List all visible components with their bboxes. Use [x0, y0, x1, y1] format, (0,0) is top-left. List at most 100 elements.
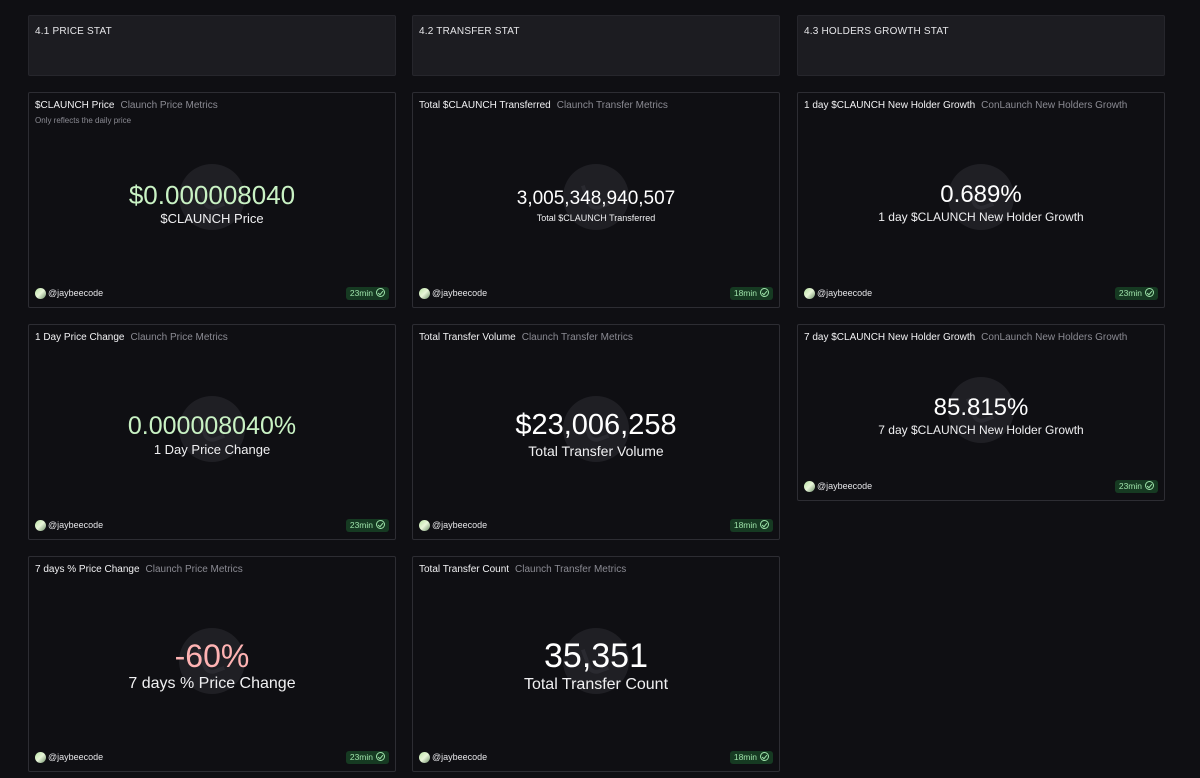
refresh-age: 18min [733, 288, 757, 298]
metric-label: $CLAUNCH Price [160, 211, 264, 226]
metric: 3,005,348,940,507 Total $CLAUNCH Transfe… [413, 189, 779, 223]
metric-value: $0.000008040 [128, 180, 296, 210]
card-title[interactable]: $CLAUNCH Price [35, 100, 115, 111]
card-title[interactable]: 7 days % Price Change [35, 564, 140, 575]
card-header: Total $CLAUNCH Transferred Claunch Transf… [419, 100, 773, 111]
metric-label: Total Transfer Count [523, 676, 669, 693]
metric: 0.000008040% 1 Day Price Change [29, 412, 395, 458]
avatar[interactable] [804, 481, 815, 492]
card-footer: @jaybeecode 23min [35, 287, 389, 301]
holders-7d-card[interactable]: 7 day $CLAUNCH New Holder Growth ConLaunc… [797, 324, 1165, 501]
metric-label: Total Transfer Volume [528, 443, 664, 459]
metric-value: $23,006,258 [515, 409, 677, 441]
refresh-age-badge[interactable]: 23min [1114, 287, 1158, 300]
avatar[interactable] [35, 288, 46, 299]
card-subtitle[interactable]: Claunch Transfer Metrics [521, 332, 633, 343]
card-subtitle[interactable]: Claunch Transfer Metrics [556, 100, 668, 111]
count-card[interactable]: Total Transfer Count Claunch Transfer Met… [412, 556, 780, 772]
metric: 0.689% 1 day $CLAUNCH New Holder Growth [798, 181, 1164, 225]
day-change-card[interactable]: 1 Day Price Change Claunch Price Metrics … [28, 324, 396, 540]
refresh-age-badge[interactable]: 18min [729, 287, 773, 300]
week-change-card[interactable]: 7 days % Price Change Claunch Price Metri… [28, 556, 396, 772]
metric-value: 3,005,348,940,507 [516, 188, 676, 209]
card-header: Total Transfer Count Claunch Transfer Met… [419, 564, 773, 575]
card-subtitle[interactable]: Claunch Price Metrics [120, 100, 218, 111]
card-title[interactable]: Total $CLAUNCH Transferred [419, 100, 551, 111]
metric-label: 7 day $CLAUNCH New Holder Growth [878, 423, 1084, 437]
avatar[interactable] [35, 752, 46, 763]
check-circle-icon [1145, 288, 1154, 297]
card-footer: @jaybeecode 18min [419, 287, 773, 301]
watermark-logo-icon [179, 396, 245, 462]
avatar[interactable] [419, 520, 430, 531]
card-subtitle[interactable]: ConLaunch New Holders Growth [981, 332, 1128, 343]
check-circle-icon [376, 520, 385, 529]
author-link[interactable]: @jaybeecode [432, 520, 488, 530]
metric-value: 0.689% [940, 181, 1022, 208]
author-link[interactable]: @jaybeecode [48, 752, 104, 762]
check-circle-icon [760, 520, 769, 529]
refresh-age-badge[interactable]: 23min [345, 287, 389, 300]
card-header: 7 day $CLAUNCH New Holder Growth ConLaunc… [804, 332, 1158, 343]
card-header: 7 days % Price Change Claunch Price Metri… [35, 564, 389, 575]
check-circle-icon [376, 752, 385, 761]
refresh-age-badge[interactable]: 18min [729, 751, 773, 764]
metric-value: 85.815% [933, 394, 1029, 421]
watermark-logo-icon [563, 628, 629, 694]
author-link[interactable]: @jaybeecode [817, 481, 873, 491]
card-title[interactable]: 1 Day Price Change [35, 332, 125, 343]
author-link[interactable]: @jaybeecode [432, 288, 488, 298]
card-subtitle[interactable]: Claunch Transfer Metrics [515, 564, 627, 575]
transferred-card[interactable]: Total $CLAUNCH Transferred Claunch Transf… [412, 92, 780, 308]
check-circle-icon [1145, 481, 1154, 490]
refresh-age-badge[interactable]: 23min [345, 519, 389, 532]
watermark-logo-icon [563, 396, 629, 462]
card-note: Only reflects the daily price [35, 116, 132, 125]
avatar[interactable] [419, 752, 430, 763]
avatar[interactable] [419, 288, 430, 299]
volume-card[interactable]: Total Transfer Volume Claunch Transfer Me… [412, 324, 780, 540]
watermark-logo-icon [948, 164, 1014, 230]
check-circle-icon [376, 288, 385, 297]
metric-value: 0.000008040% [127, 412, 297, 440]
refresh-age: 23min [1118, 288, 1142, 298]
card-header: 1 day $CLAUNCH New Holder Growth ConLaunc… [804, 100, 1158, 111]
metric: -60% 7 days % Price Change [29, 640, 395, 693]
refresh-age: 23min [349, 752, 373, 762]
refresh-age: 23min [349, 520, 373, 530]
check-circle-icon [760, 288, 769, 297]
card-footer: @jaybeecode 23min [35, 751, 389, 765]
section-header-transfer: 4.2 TRANSFER STAT [412, 15, 780, 76]
watermark-logo-icon [563, 164, 629, 230]
holders-1d-card[interactable]: 1 day $CLAUNCH New Holder Growth ConLaunc… [797, 92, 1165, 308]
refresh-age-badge[interactable]: 23min [1114, 480, 1158, 493]
card-title[interactable]: 1 day $CLAUNCH New Holder Growth [804, 100, 976, 111]
author-link[interactable]: @jaybeecode [48, 520, 104, 530]
author-link[interactable]: @jaybeecode [48, 288, 104, 298]
price-card[interactable]: $CLAUNCH Price Claunch Price Metrics Only… [28, 92, 396, 308]
card-title[interactable]: 7 day $CLAUNCH New Holder Growth [804, 332, 976, 343]
metric: 35,351 Total Transfer Count [413, 639, 779, 694]
section-header-price: 4.1 PRICE STAT [28, 15, 396, 76]
avatar[interactable] [804, 288, 815, 299]
card-footer: @jaybeecode 18min [419, 751, 773, 765]
metric-label: Total $CLAUNCH Transferred [536, 213, 656, 223]
card-footer: @jaybeecode 18min [419, 519, 773, 533]
card-title[interactable]: Total Transfer Count [419, 564, 510, 575]
author-link[interactable]: @jaybeecode [817, 288, 873, 298]
refresh-age: 18min [733, 520, 757, 530]
metric: 85.815% 7 day $CLAUNCH New Holder Growth [798, 394, 1164, 438]
author-link[interactable]: @jaybeecode [432, 752, 488, 762]
card-footer: @jaybeecode 23min [804, 287, 1158, 301]
card-subtitle[interactable]: Claunch Price Metrics [145, 564, 243, 575]
card-header: Total Transfer Volume Claunch Transfer Me… [419, 332, 773, 343]
watermark-logo-icon [179, 164, 245, 230]
refresh-age-badge[interactable]: 18min [729, 519, 773, 532]
avatar[interactable] [35, 520, 46, 531]
refresh-age-badge[interactable]: 23min [345, 751, 389, 764]
watermark-logo-icon [948, 376, 1014, 443]
metric-value: 35,351 [544, 637, 648, 675]
card-subtitle[interactable]: ConLaunch New Holders Growth [981, 100, 1128, 111]
card-subtitle[interactable]: Claunch Price Metrics [130, 332, 228, 343]
card-title[interactable]: Total Transfer Volume [419, 332, 516, 343]
